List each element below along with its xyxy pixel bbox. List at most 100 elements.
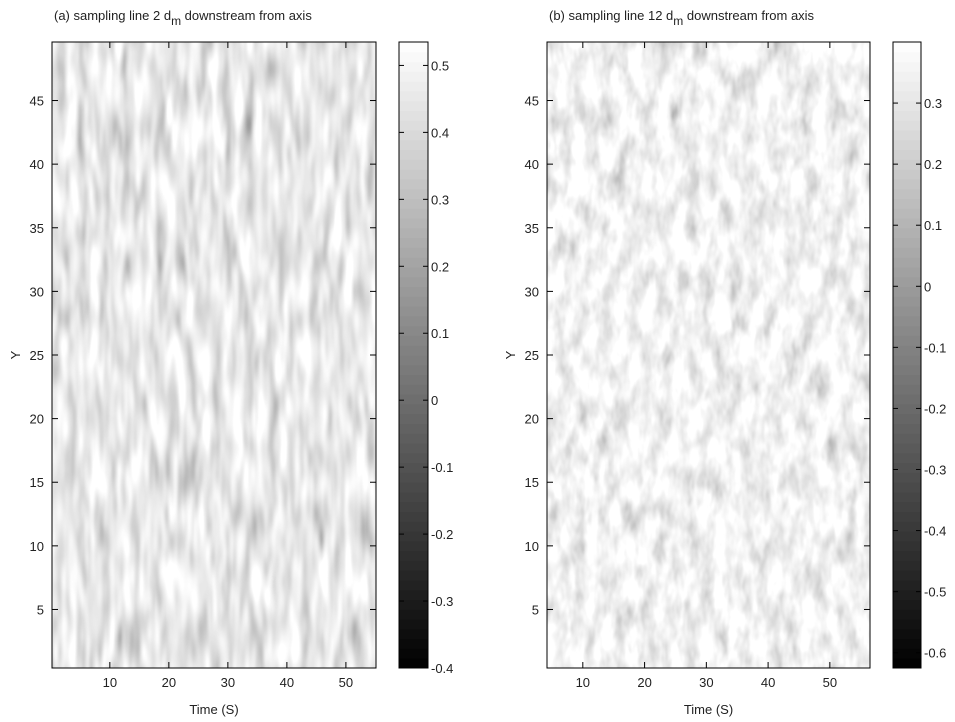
colorbar-tick-label: 0.5 [431,58,449,73]
colorbar-step [893,501,921,512]
y-tick-label: 45 [525,94,539,109]
colorbar-step [893,628,921,640]
colorbar-step [893,579,921,591]
colorbar-step [893,325,921,336]
colorbar-tick-label: 0.1 [924,218,942,233]
colorbar-step [399,306,428,317]
colorbar-step [399,169,428,180]
colorbar-tick-label: 0.4 [431,125,449,140]
colorbar-step [399,218,428,229]
colorbar-step [399,345,428,356]
colorbar-step [893,609,921,620]
colorbar-step [399,188,428,199]
colorbar-step [893,188,921,199]
colorbar-step [399,501,428,512]
colorbar-step [893,247,921,258]
colorbar-step [399,531,428,542]
colorbar-step [399,61,428,72]
title-part: m [171,14,181,28]
colorbar-step [399,237,428,248]
colorbar-step [893,433,921,444]
colorbar-step [893,61,921,72]
colorbar-step [893,423,921,434]
colorbar-step [399,149,428,160]
colorbar-step [399,521,428,532]
title-part: m [673,14,683,28]
colorbar-step [893,403,921,415]
x-axis-label: Time (S) [684,702,733,717]
colorbar-step [399,90,428,102]
colorbar-step [399,403,428,415]
colorbar-tick-label: -0.1 [431,460,453,475]
colorbar-step [893,472,921,483]
colorbar-step [893,208,921,219]
chart-title: (b) sampling line 12 dm downstream from … [549,8,815,28]
colorbar-step [399,110,428,121]
colorbar-tick-label: 0 [924,279,931,294]
colorbar-step [893,218,921,229]
colorbar-step [893,658,921,669]
y-tick-label: 30 [525,284,539,299]
colorbar-step [893,296,921,307]
colorbar-step [893,178,921,190]
colorbar-step [893,599,921,610]
colorbar-step [399,413,428,424]
colorbar-step [399,42,428,53]
colorbar-step [893,306,921,317]
colorbar-step [399,71,428,82]
colorbar-step [893,638,921,649]
colorbar-tick-label: 0.3 [431,192,449,207]
x-tick-label: 30 [221,675,235,690]
y-tick-label: 20 [525,412,539,427]
field [52,42,376,668]
colorbar-step [893,237,921,248]
colorbar-tick-label: 0.2 [924,157,942,172]
colorbar-step [893,589,921,601]
x-tick-label: 50 [339,675,353,690]
colorbar-step [893,570,921,581]
colorbar-step [399,570,428,581]
colorbar-step [893,169,921,180]
chart-title: (a) sampling line 2 dm downstream from a… [54,8,312,28]
colorbar-tick-label: -0.3 [924,463,946,478]
colorbar-tick-label: -0.1 [924,340,946,355]
colorbar-step [893,648,921,659]
colorbar-step [399,100,428,111]
colorbar-frame [398,41,429,669]
colorbar-step [399,374,428,385]
y-tick-label: 30 [30,284,44,299]
colorbar-step [399,296,428,307]
colorbar-step [893,90,921,102]
colorbar-step [893,51,921,63]
colorbar-step [893,149,921,160]
colorbar-step [893,521,921,532]
colorbar-tick-label: 0.3 [924,96,942,111]
x-tick-label: 10 [576,675,590,690]
colorbar-tick-label: -0.2 [431,527,453,542]
colorbar-step [399,394,428,405]
x-tick-label: 40 [761,675,775,690]
colorbar-step [399,51,428,63]
colorbar-step [893,550,921,561]
colorbar-step [399,266,428,278]
colorbar-tick-label: -0.3 [431,594,453,609]
x-axis-label: Time (S) [189,702,238,717]
colorbar-tick-label: -0.4 [431,661,453,676]
x-tick-label: 40 [280,675,294,690]
colorbar-step [399,540,428,552]
colorbar-step [399,433,428,444]
colorbar-step [893,345,921,356]
colorbar-step [399,139,428,151]
colorbar-step [893,619,921,630]
colorbar-step [893,364,921,376]
colorbar-step [399,491,428,503]
colorbar-step [399,81,428,92]
colorbar-step [893,110,921,121]
colorbar-step [893,81,921,92]
colorbar-step [893,540,921,552]
colorbar-step [893,384,921,395]
y-tick-label: 5 [37,602,44,617]
colorbar-step [399,315,428,327]
y-tick-label: 45 [30,94,44,109]
